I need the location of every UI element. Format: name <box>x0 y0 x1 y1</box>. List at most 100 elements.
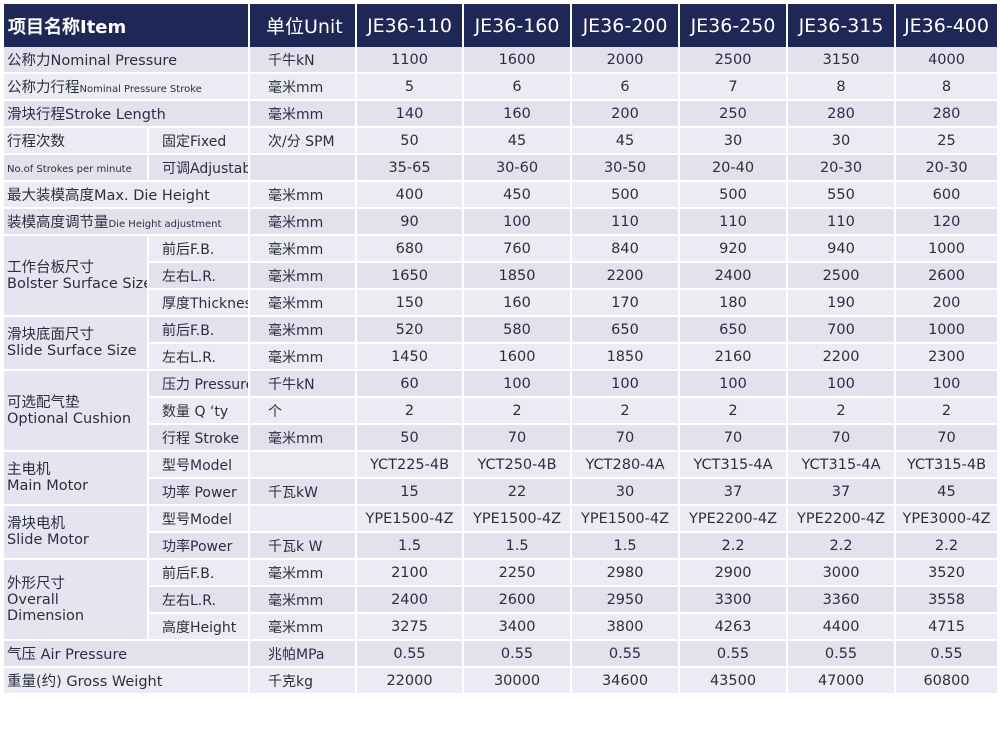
value-cell: 2400 <box>679 262 789 290</box>
row-unit <box>249 505 358 533</box>
value-cell: 3000 <box>787 559 897 587</box>
value-cell: 50 <box>356 127 465 155</box>
value-cell: 650 <box>679 316 789 344</box>
value-cell: YPE3000-4Z <box>895 505 1000 533</box>
value-cell: 20-40 <box>679 154 789 182</box>
value-cell: 2600 <box>895 262 1000 290</box>
value-cell: 70 <box>895 424 1000 452</box>
header-model: JE36-250 <box>679 4 789 47</box>
value-cell: 3150 <box>787 47 897 74</box>
value-cell: 2900 <box>679 559 789 587</box>
value-cell: 1850 <box>463 262 573 290</box>
row-sublabel: 固定Fixed <box>148 127 251 155</box>
value-cell: 110 <box>571 208 681 236</box>
table-row: 行程次数 固定Fixed 次/分 SPM 50 45 45 30 30 25 <box>4 127 1000 155</box>
value-cell: 400 <box>356 181 465 209</box>
group-label-line: Optional Cushion <box>7 410 132 427</box>
table-row: 气压 Air Pressure 兆帕MPa 0.55 0.55 0.55 0.55 0.55… <box>4 640 1000 668</box>
table-body: 公称力Nominal Pressure 千牛kN 1100 1600 2000 2500 3… <box>4 47 1000 695</box>
table-row: 行程 Stroke 毫米mm 50 70 70 70 70 70 <box>4 424 1000 452</box>
value-cell: 100 <box>571 370 681 398</box>
value-cell: 1.5 <box>463 532 573 560</box>
value-cell: 680 <box>356 235 465 263</box>
row-label-text: 公称力Nominal Pressure <box>7 53 177 69</box>
value-cell: 8 <box>787 73 897 101</box>
value-cell: 3800 <box>571 613 681 641</box>
row-label: No.of Strokes per minute <box>4 154 149 182</box>
value-cell: 650 <box>571 316 681 344</box>
group-label-line: Bolster Surface Size <box>7 275 148 292</box>
value-cell: 2100 <box>356 559 465 587</box>
header-model: JE36-160 <box>463 4 573 47</box>
table-row: 功率 Power 千瓦kW 15 22 30 37 37 45 <box>4 478 1000 506</box>
row-unit <box>249 154 358 182</box>
value-cell: 500 <box>679 181 789 209</box>
table-row: 主电机 Main Motor 型号Model YCT225-4B YCT250-4B YC… <box>4 451 1000 506</box>
row-unit <box>249 451 358 479</box>
row-label: 滑块行程Stroke Length <box>4 100 251 128</box>
value-cell: 15 <box>356 478 465 506</box>
value-cell: 0.55 <box>571 640 681 668</box>
group-label-line: 滑块电机 <box>7 516 65 532</box>
value-cell: 100 <box>679 370 789 398</box>
row-unit: 毫米mm <box>249 343 358 371</box>
value-cell: 2200 <box>571 262 681 290</box>
value-cell: 2500 <box>679 47 789 74</box>
value-cell: YCT315-4A <box>679 451 789 479</box>
group-label-line: 工作台板尺寸 <box>7 259 94 276</box>
table-row: 高度Height 毫米mm 3275 3400 3800 4263 4400 4715 <box>4 613 1000 641</box>
value-cell: 1.5 <box>356 532 465 560</box>
value-cell: 2 <box>895 397 1000 425</box>
value-cell: 2 <box>787 397 897 425</box>
value-cell: 60 <box>356 370 465 398</box>
value-cell: 3558 <box>895 586 1000 614</box>
value-cell: 200 <box>895 289 1000 317</box>
value-cell: 1100 <box>356 47 465 74</box>
table-row: 数量 Q ‘ty 个 2 2 2 2 2 2 <box>4 397 1000 425</box>
row-label-text: 装模高度调节量 <box>7 215 109 231</box>
spec-table: 项目名称Item 单位Unit JE36-110 JE36-160 JE36-2… <box>4 4 1000 695</box>
row-sublabel: 前后F.B. <box>148 316 251 344</box>
value-cell: 550 <box>787 181 897 209</box>
value-cell: 2 <box>679 397 789 425</box>
value-cell: YPE2200-4Z <box>787 505 897 533</box>
group-label-line: Slide Surface Size <box>7 343 137 359</box>
group-label: 主电机 Main Motor <box>4 451 149 506</box>
row-label-subtext: Nominal Pressure Stroke <box>79 84 202 95</box>
value-cell: 2300 <box>895 343 1000 371</box>
value-cell: 920 <box>679 235 789 263</box>
row-unit: 毫米mm <box>249 181 358 209</box>
row-unit: 毫米mm <box>249 262 358 290</box>
value-cell: 6 <box>571 73 681 101</box>
value-cell: 700 <box>787 316 897 344</box>
value-cell: 250 <box>679 100 789 128</box>
row-unit: 毫米mm <box>249 424 358 452</box>
value-cell: 760 <box>463 235 573 263</box>
value-cell: 840 <box>571 235 681 263</box>
value-cell: 160 <box>463 100 573 128</box>
value-cell: 45 <box>463 127 573 155</box>
row-sublabel: 行程 Stroke <box>148 424 251 452</box>
row-sublabel: 左右L.R. <box>148 343 251 371</box>
value-cell: 190 <box>787 289 897 317</box>
row-label: 重量(约) Gross Weight <box>4 667 251 695</box>
table-row: 厚度Thickness毫米mm150160170180190200 <box>4 289 1000 317</box>
table-row: 重量(约) Gross Weight 千克kg 22000 30000 34600 435… <box>4 667 1000 695</box>
row-unit: 千牛kN <box>249 47 358 74</box>
value-cell: 2000 <box>571 47 681 74</box>
value-cell: 60800 <box>895 667 1000 695</box>
row-unit: 毫米mm <box>249 208 358 236</box>
row-unit: 兆帕MPa <box>249 640 358 668</box>
value-cell: 1450 <box>356 343 465 371</box>
row-label: 行程次数 <box>4 127 149 155</box>
value-cell: 2600 <box>463 586 573 614</box>
value-cell: 0.55 <box>463 640 573 668</box>
value-cell: 120 <box>895 208 1000 236</box>
value-cell: 1850 <box>571 343 681 371</box>
value-cell: 3400 <box>463 613 573 641</box>
value-cell: 47000 <box>787 667 897 695</box>
value-cell: 30-60 <box>463 154 573 182</box>
value-cell: 100 <box>895 370 1000 398</box>
value-cell: 70 <box>679 424 789 452</box>
value-cell: 0.55 <box>895 640 1000 668</box>
